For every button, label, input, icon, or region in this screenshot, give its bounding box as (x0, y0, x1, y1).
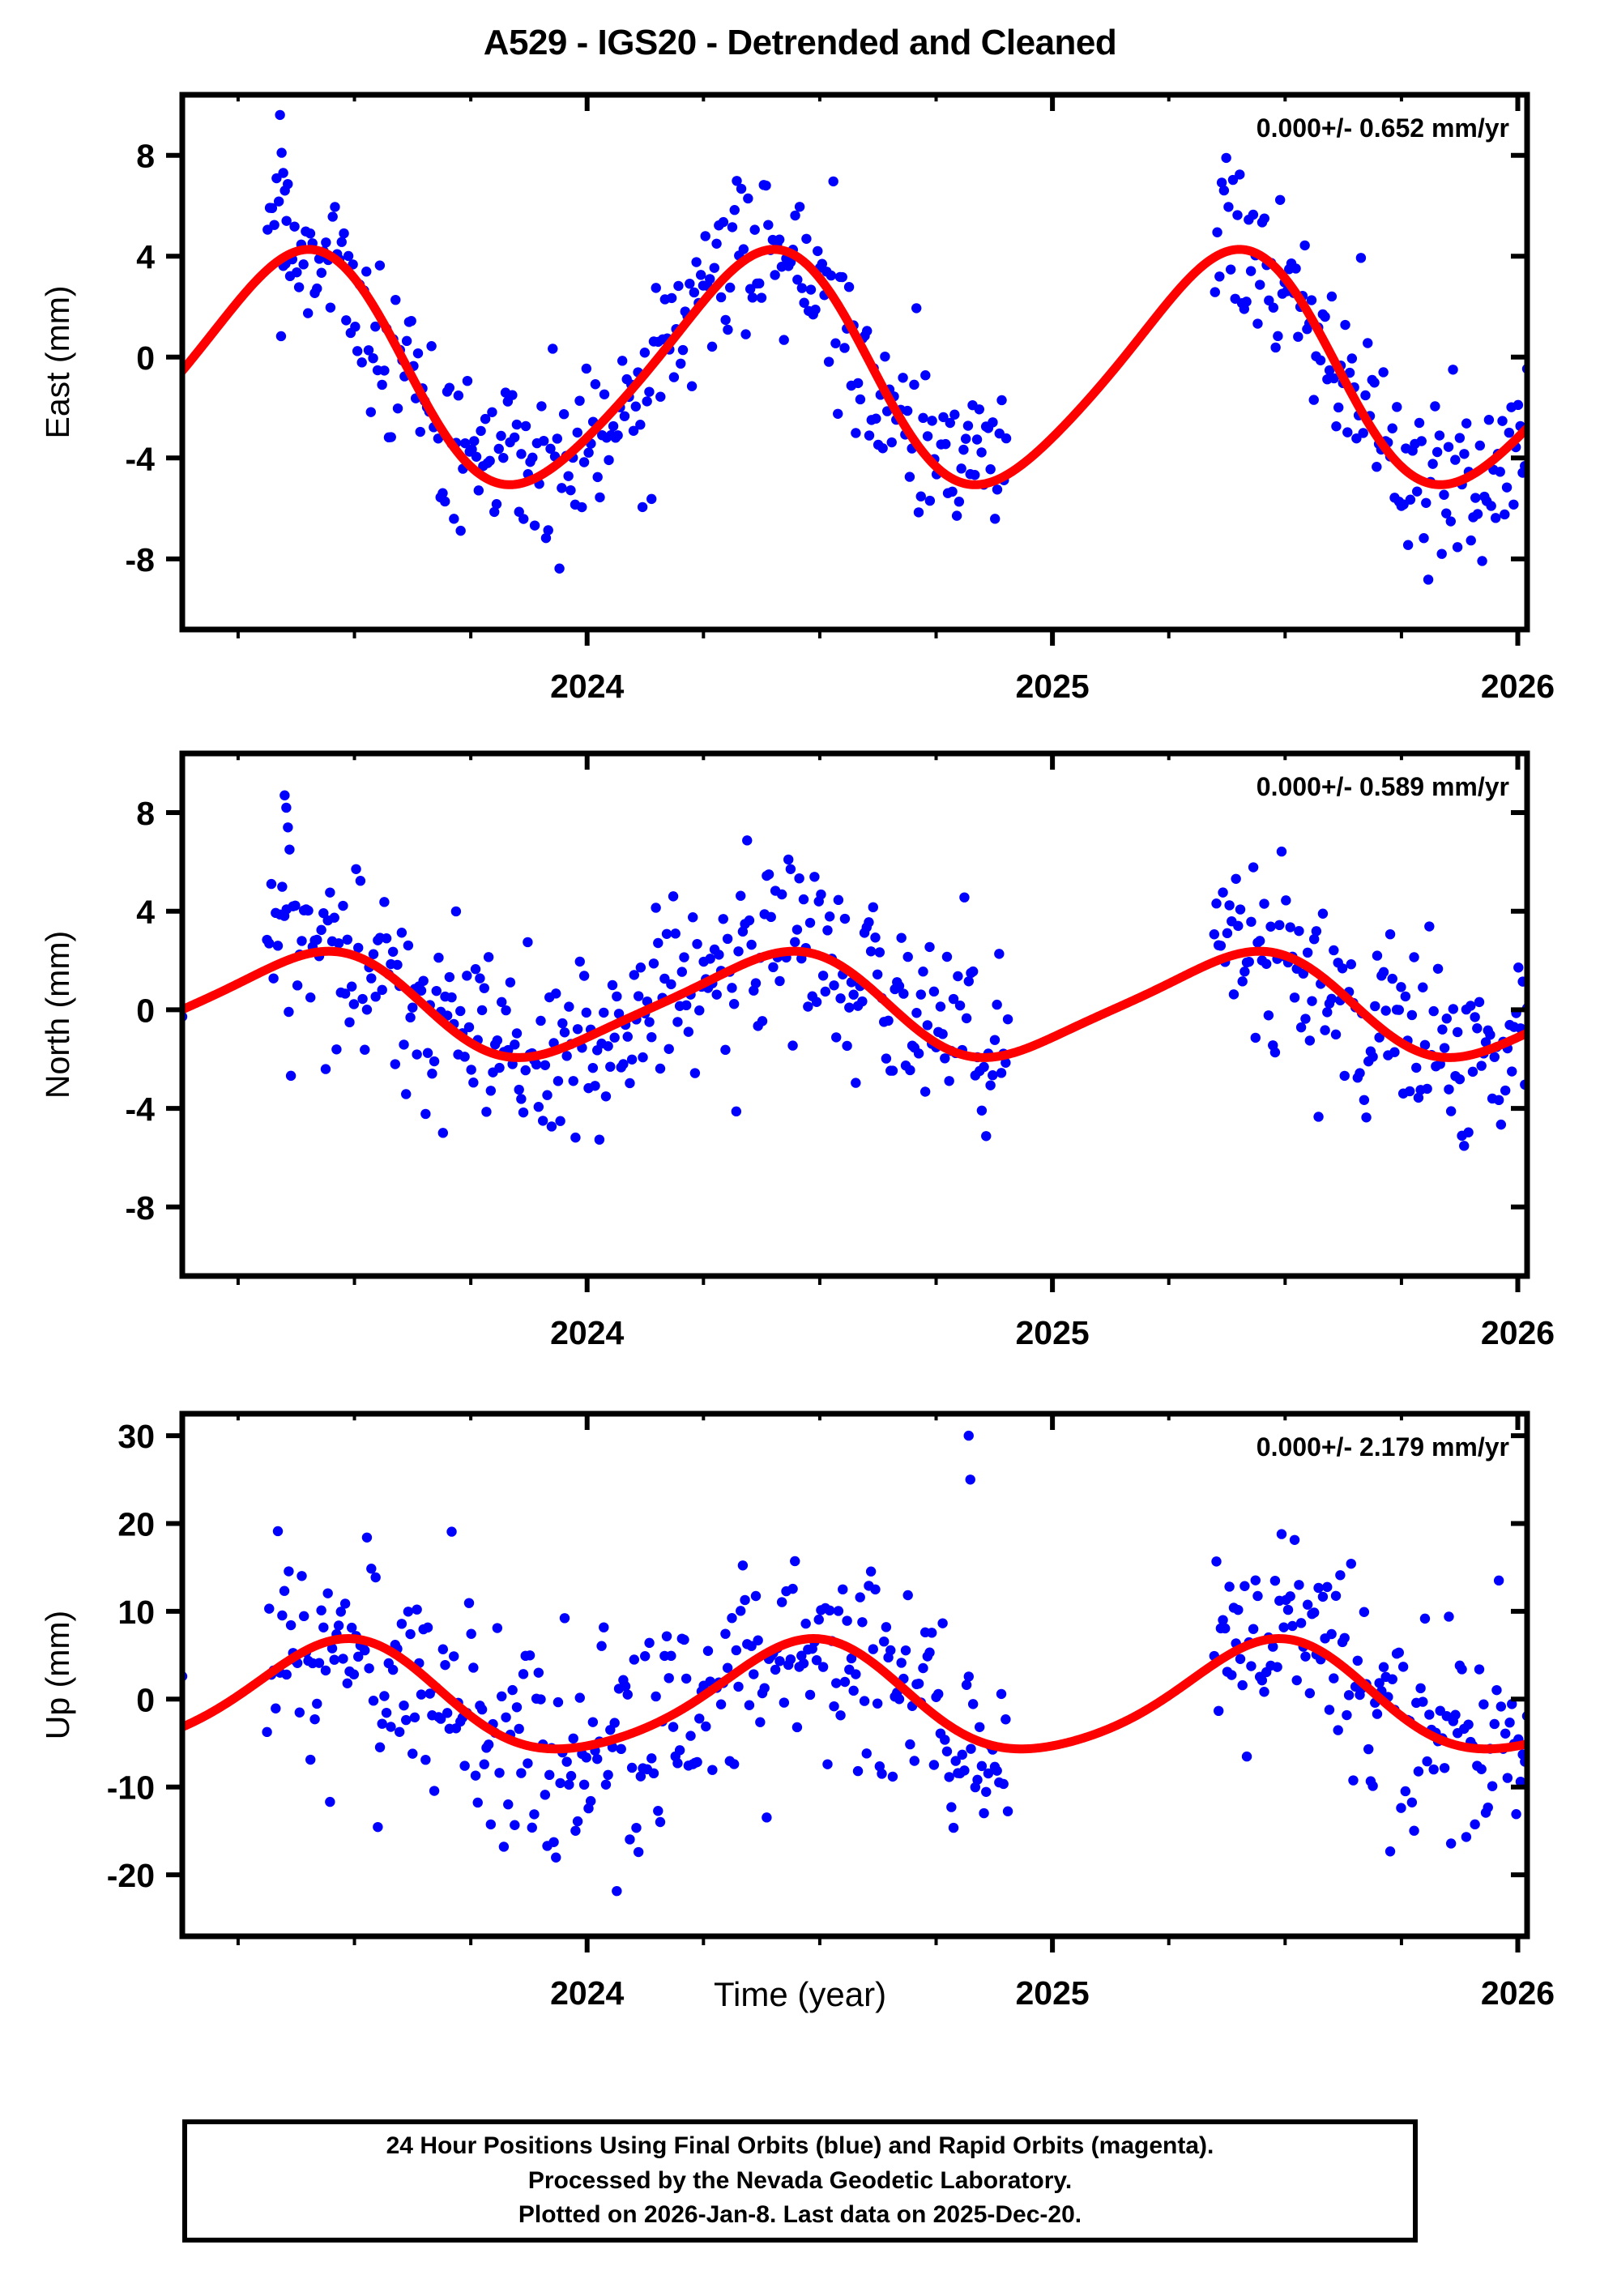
x-tick-label: 2024 (550, 1974, 624, 2012)
y-tick-label: 0 (136, 1681, 155, 1718)
y-tick-label: 8 (136, 795, 155, 832)
y-tick-label: -10 (107, 1769, 155, 1807)
y-tick-label: 0 (136, 992, 155, 1029)
x-axis-ticks (236, 1414, 1521, 1952)
y-tick-label: 4 (136, 894, 155, 931)
page-title: A529 - IGS20 - Detrended and Cleaned (483, 23, 1117, 62)
footer-line-2: Processed by the Nevada Geodetic Laborat… (527, 2166, 1073, 2194)
plot-area-north: 2024 2025 2026 8 4 0 -4 -8 North (mm) 0.000+/- 0.… (39, 750, 1555, 1351)
axes-frame (179, 92, 1530, 633)
y-axis-label: East (mm) (39, 285, 76, 438)
panel-east: 2024 2025 2026 8 4 0 -4 -8 East (mm) 0.000+/- 0.6… (0, 46, 1600, 751)
y-axis-ticks: 8 4 0 -4 -8 (126, 138, 1527, 578)
y-tick-label: 30 (117, 1418, 155, 1455)
y-tick-label: 20 (117, 1506, 155, 1543)
x-tick-label: 2026 (1481, 1314, 1555, 1351)
x-tick-label: 2024 (550, 668, 624, 705)
y-tick-label: 4 (136, 238, 155, 275)
fit-curve (182, 946, 1527, 1062)
y-tick-label: -4 (126, 440, 156, 477)
rate-annotation: 0.000+/- 0.589 mm/yr (1257, 772, 1509, 801)
fit-curve (182, 245, 1527, 489)
x-tick-label: 2025 (1016, 1974, 1090, 2012)
data-points-group (182, 1430, 1527, 1897)
axes-frame (179, 750, 1530, 1279)
footer-note-box: 24 Hour Positions Using Final Orbits (bl… (182, 2119, 1418, 2243)
plot-area-up: 2024 2025 2026 30 20 10 0 -10 -20 Up (mm) 0.000+/-… (39, 1410, 1555, 2012)
x-axis-ticks (236, 95, 1521, 646)
y-axis-label: Up (mm) (39, 1611, 76, 1739)
fit-curve (182, 1634, 1527, 1754)
x-tick-label: 2025 (1016, 668, 1090, 705)
footer-line-3: Plotted on 2026-Jan-8. Last data on 2025… (518, 2201, 1082, 2229)
x-axis-ticks (236, 753, 1521, 1292)
rate-annotation: 0.000+/- 2.179 mm/yr (1257, 1432, 1509, 1462)
y-tick-label: -8 (126, 1189, 155, 1227)
y-axis-label: North (mm) (39, 931, 76, 1099)
y-axis-ticks: 30 20 10 0 -10 -20 (107, 1418, 1527, 1894)
data-points-group (182, 109, 1527, 585)
rate-annotation: 0.000+/- 0.652 mm/yr (1257, 113, 1509, 143)
x-tick-label: 2026 (1481, 668, 1555, 705)
y-tick-label: -4 (126, 1090, 156, 1128)
y-tick-label: -20 (107, 1857, 155, 1894)
y-tick-label: 0 (136, 339, 155, 377)
plot-area-east: 2024 2025 2026 8 4 0 -4 -8 East (mm) 0.000+/- 0.6… (39, 92, 1555, 705)
x-tick-label: 2026 (1481, 1974, 1555, 2012)
x-tick-label: 2025 (1016, 1314, 1090, 1351)
axes-frame (179, 1410, 1530, 1940)
panel-north: 2024 2025 2026 8 4 0 -4 -8 North (mm) 0.000+/- 0.… (0, 705, 1600, 1398)
y-axis-ticks: 8 4 0 -4 -8 (126, 795, 1527, 1227)
y-tick-label: -8 (126, 541, 155, 578)
y-tick-label: 8 (136, 138, 155, 175)
panel-up: 2024 2025 2026 30 20 10 0 -10 -20 Up (mm) 0.000+/-… (0, 1365, 1600, 2058)
x-axis-label: Time (year) (713, 1975, 887, 2013)
footer-line-1: 24 Hour Positions Using Final Orbits (bl… (386, 2132, 1214, 2160)
y-tick-label: 10 (117, 1594, 155, 1631)
data-points-group (182, 790, 1527, 1151)
x-tick-label: 2024 (550, 1314, 624, 1351)
